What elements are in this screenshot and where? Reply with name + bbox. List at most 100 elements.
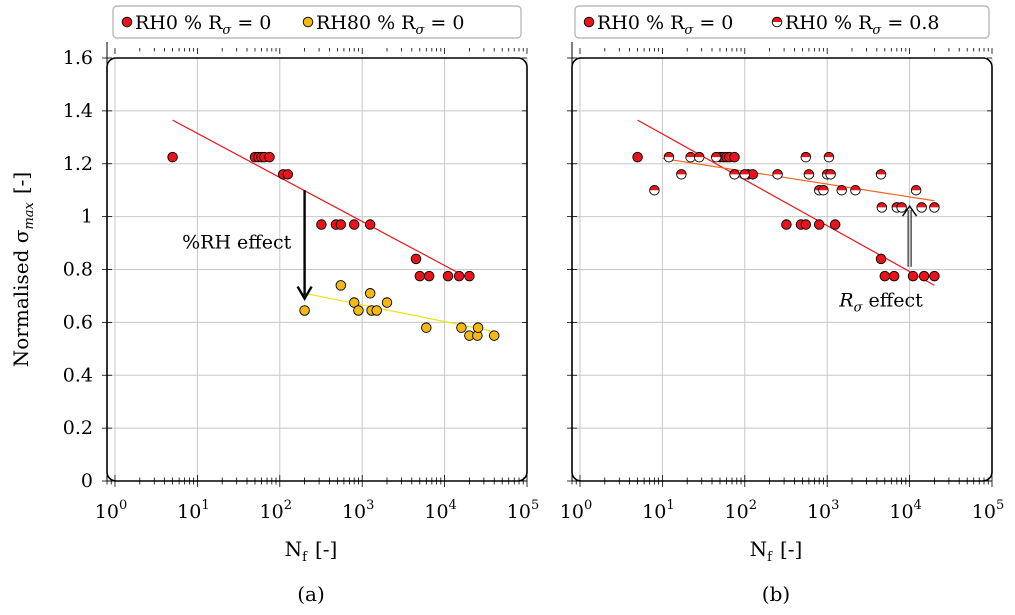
data-point [456, 322, 467, 333]
y-tick-label: 1 [81, 206, 93, 228]
annotation-label: %RH effect [182, 231, 292, 253]
data-point [729, 151, 740, 163]
grid [572, 57, 993, 482]
x-tick-label: 104 [889, 498, 921, 523]
data-point [410, 253, 422, 265]
data-point [685, 151, 696, 163]
data-point [353, 305, 364, 316]
legend-marker-2 [771, 16, 783, 28]
x-tick-label: 102 [260, 498, 292, 523]
axes [567, 42, 993, 487]
x-tick-label: 105 [972, 498, 1004, 523]
y-tick-label: 0.2 [63, 417, 93, 439]
data-point [472, 322, 484, 333]
fit-line-1 [172, 119, 470, 280]
data-point [488, 330, 500, 341]
data-point [364, 288, 376, 299]
y-tick-label: 0 [81, 470, 93, 492]
annotation-label: Rσ effect [838, 290, 923, 316]
x-tick-label: 105 [507, 498, 539, 523]
data-point [800, 151, 812, 163]
legend-label-1: RH0 % Rσ = 0 [135, 12, 271, 38]
grid [107, 57, 528, 482]
data-point [453, 270, 465, 282]
legend-frame [112, 5, 522, 39]
data-point [918, 270, 930, 282]
annotation: %RH effect [182, 190, 313, 301]
panel-caption: (a) [297, 582, 325, 606]
data-point [381, 297, 393, 308]
plot-frame [106, 57, 528, 482]
x-axis-label: Nf [-] [285, 537, 338, 565]
annotation: Rσ effect [838, 204, 923, 316]
x-tick-label: 101 [177, 498, 209, 523]
data-point [800, 219, 812, 230]
data-point [916, 202, 927, 213]
legend: RH0 % Rσ = 0 RH80 % Rσ = 0 [112, 5, 522, 39]
data-point [710, 151, 722, 163]
data-point [442, 270, 454, 282]
data-point [676, 169, 687, 180]
data-point [823, 151, 835, 163]
data-point [829, 219, 841, 230]
data-point [348, 297, 360, 308]
data-point [875, 169, 887, 180]
data-point [929, 202, 940, 213]
x-tick-label: 102 [725, 498, 757, 523]
y-tick-label: 1.4 [63, 100, 93, 122]
data-point [421, 322, 432, 333]
plot-frame [571, 57, 993, 482]
x-tick-label: 103 [342, 498, 374, 523]
axes [102, 42, 528, 487]
x-tick-label: 104 [424, 498, 456, 523]
data-point [813, 219, 825, 230]
legend-label-2: RH80 % Rσ = 0 [316, 12, 464, 38]
legend-label-1: RH0 % Rσ = 0 [597, 12, 733, 38]
x-axis-label: Nf [-] [750, 537, 803, 565]
panel-caption: (b) [762, 582, 790, 606]
data-point [348, 219, 360, 230]
data-point [896, 202, 907, 213]
data-point [729, 169, 740, 180]
series-2 [299, 280, 500, 341]
data-point [423, 270, 435, 282]
data-point [282, 169, 294, 180]
data-point [649, 184, 660, 196]
y-axis-label: Normalised σmax[-] [9, 172, 37, 368]
data-point [850, 184, 861, 196]
data-point [910, 184, 922, 196]
data-point [264, 151, 275, 163]
data-point [371, 305, 382, 316]
data-point [316, 219, 327, 230]
fit-line-2 [662, 157, 935, 202]
legend-marker-2 [302, 16, 314, 28]
data-point [663, 151, 675, 163]
series-1 [167, 151, 475, 282]
series-2 [649, 151, 940, 213]
legend-marker-1 [121, 16, 133, 28]
y-tick-label: 0.6 [63, 311, 93, 333]
data-point [739, 169, 751, 180]
data-point [907, 270, 919, 282]
x-tick-label: 101 [642, 498, 674, 523]
data-point [772, 169, 783, 180]
y-tick-label: 1.2 [63, 153, 93, 175]
data-point [781, 219, 792, 230]
y-tick-label: 0.8 [63, 259, 93, 281]
data-point [167, 151, 178, 163]
data-point [876, 202, 888, 213]
panel-a: 100 101 102 103 104 105 0 0.2 0.4 0.6 0.8 1 1.2 1.4 1.… [9, 5, 539, 606]
data-point [803, 169, 815, 180]
data-point [879, 270, 891, 282]
data-point [464, 270, 475, 282]
legend: RH0 % Rσ = 0 RH0 % Rσ = 0.8 [574, 5, 990, 39]
data-point [875, 253, 887, 265]
data-point [929, 270, 940, 282]
data-point [299, 305, 310, 316]
legend-marker-1 [583, 16, 595, 28]
x-tick-label: 100 [95, 498, 127, 523]
data-point [414, 270, 426, 282]
y-tick-label: 1.6 [63, 47, 93, 69]
